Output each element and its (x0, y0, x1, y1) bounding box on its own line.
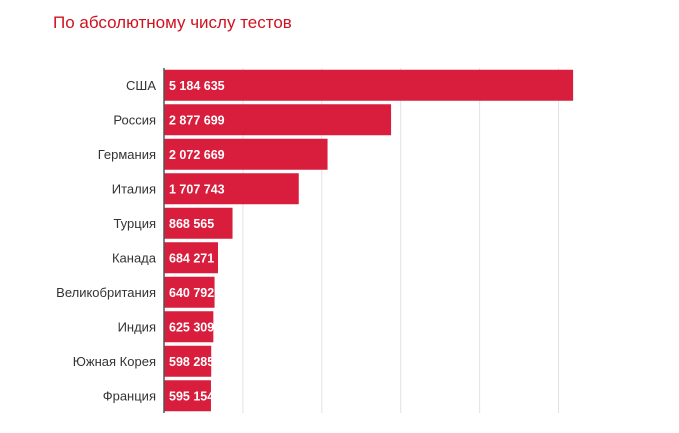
category-label: Индия (118, 319, 156, 334)
category-label: США (126, 78, 156, 93)
bar (164, 380, 211, 412)
value-label: 2 877 699 (169, 113, 225, 127)
bar (164, 276, 215, 308)
bar (164, 242, 218, 274)
category-label: Германия (98, 147, 156, 162)
bar (164, 138, 328, 170)
bars (164, 69, 574, 412)
value-label: 684 271 (169, 251, 214, 265)
value-label: 640 792 (169, 286, 214, 300)
category-label: Южная Корея (73, 354, 156, 369)
bar (164, 173, 299, 205)
value-label: 625 309 (169, 320, 214, 334)
category-label: Канада (112, 250, 157, 265)
value-label: 595 154 (169, 389, 214, 403)
bar (164, 345, 212, 377)
bar (164, 207, 233, 239)
bar (164, 104, 392, 136)
value-label: 1 707 743 (169, 182, 225, 196)
category-label: Россия (113, 112, 156, 127)
value-label: 868 565 (169, 217, 214, 231)
value-labels: 5 184 635 2 877 699 2 072 669 1 707 743 868 … (169, 79, 225, 404)
value-label: 2 072 669 (169, 148, 225, 162)
category-label: Турция (113, 216, 156, 231)
grid-lines (242, 68, 560, 413)
category-label: Великобритания (56, 285, 156, 300)
chart-title: По абсолютному числу тестов (53, 13, 292, 32)
value-label: 5 184 635 (169, 79, 225, 93)
value-label: 598 285 (169, 355, 214, 369)
category-label: Италия (112, 181, 156, 196)
category-label: Франция (103, 388, 156, 403)
bar (164, 311, 214, 343)
category-labels: США Россия Германия Италия Турция Канада Велик… (56, 78, 157, 404)
bar (164, 69, 574, 101)
